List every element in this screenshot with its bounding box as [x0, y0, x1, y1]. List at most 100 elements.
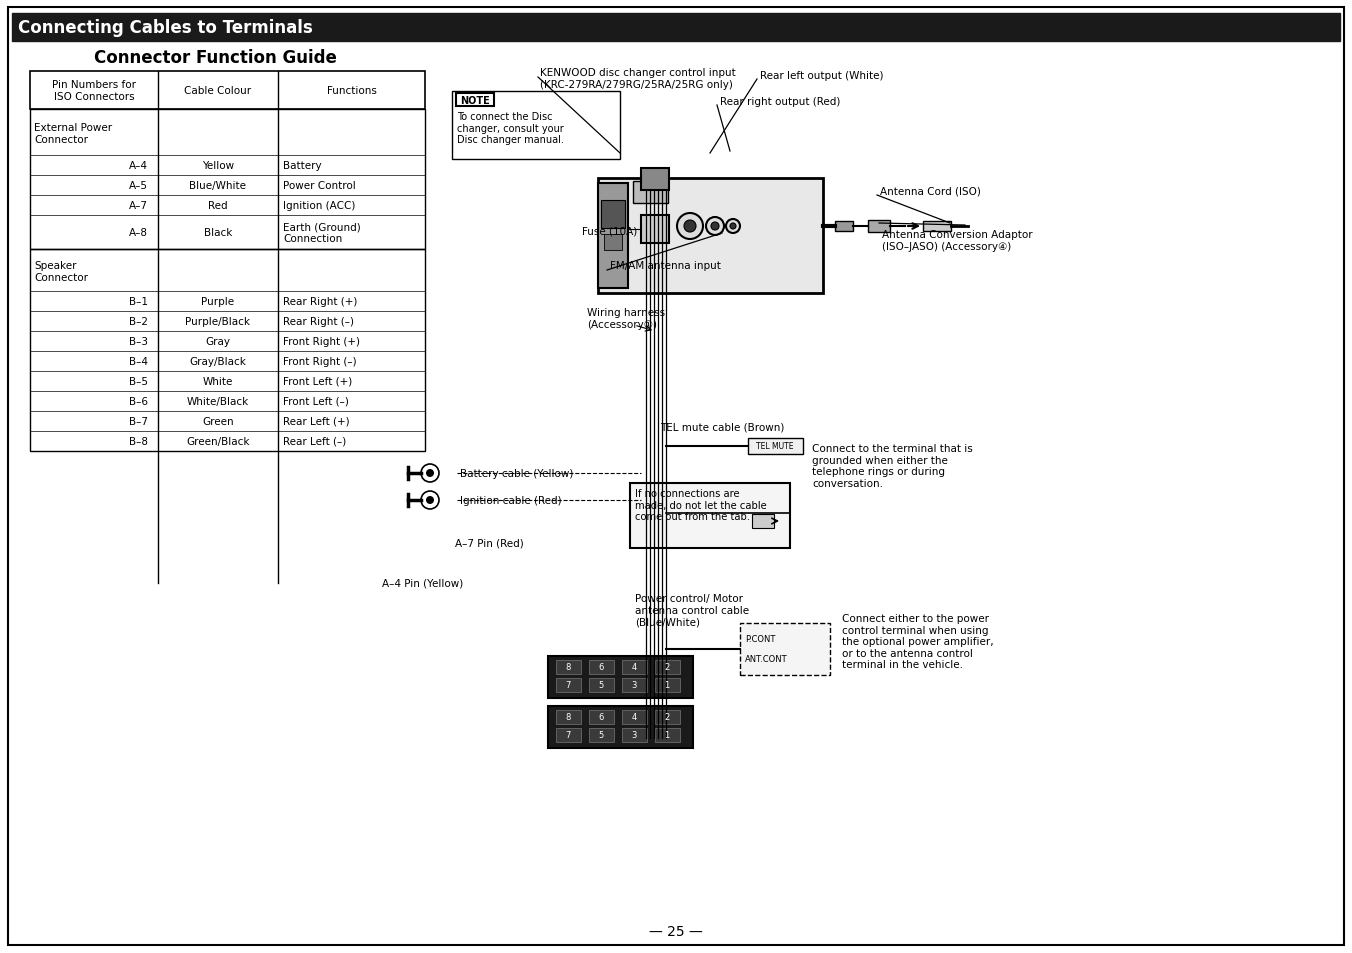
Text: Front Right (–): Front Right (–) — [283, 356, 357, 367]
Text: B–1: B–1 — [128, 296, 147, 307]
Bar — [30, 71, 425, 110]
Text: ANT.CONT: ANT.CONT — [745, 655, 788, 664]
Text: Red: Red — [208, 201, 228, 211]
Text: Antenna Conversion Adaptor
(ISO–JASO) (Accessory④): Antenna Conversion Adaptor (ISO–JASO) (A… — [882, 230, 1033, 252]
Text: FM/AM antenna input: FM/AM antenna input — [610, 261, 721, 271]
Text: Rear right output (Red): Rear right output (Red) — [721, 97, 841, 107]
Bar — [740, 623, 830, 676]
Circle shape — [420, 492, 439, 510]
Bar — [589, 679, 614, 692]
Text: 1: 1 — [664, 731, 669, 740]
Circle shape — [426, 497, 434, 504]
Text: A–7: A–7 — [128, 201, 147, 211]
Bar — [598, 179, 823, 294]
Text: A–4 Pin (Yellow): A–4 Pin (Yellow) — [383, 578, 464, 588]
Bar — [452, 91, 621, 160]
Text: Speaker
Connector: Speaker Connector — [34, 261, 88, 282]
Text: White: White — [203, 376, 233, 387]
Text: B–2: B–2 — [128, 316, 147, 327]
Bar — [748, 438, 803, 455]
Text: — 25 —: — 25 — — [649, 924, 703, 938]
Text: Connecting Cables to Terminals: Connecting Cables to Terminals — [18, 19, 312, 37]
Text: Power control/ Motor
antenna control cable
(Blue/White): Power control/ Motor antenna control cab… — [635, 594, 749, 626]
Text: Connector Function Guide: Connector Function Guide — [93, 49, 337, 67]
Bar — [604, 234, 622, 251]
Text: A–4: A–4 — [128, 161, 147, 171]
Text: Ignition cable (Red): Ignition cable (Red) — [460, 496, 561, 505]
Text: External Power
Connector: External Power Connector — [34, 123, 112, 145]
Bar — [654, 710, 680, 724]
Text: Cable Colour: Cable Colour — [184, 86, 251, 96]
Text: Rear Left (+): Rear Left (+) — [283, 416, 350, 427]
Bar — [548, 657, 694, 699]
Text: B–5: B–5 — [128, 376, 147, 387]
Text: Power Control: Power Control — [283, 181, 356, 191]
Bar — [556, 728, 581, 742]
Bar — [556, 710, 581, 724]
Text: Green/Black: Green/Black — [187, 436, 250, 447]
Text: Yellow: Yellow — [201, 161, 234, 171]
Text: Front Left (–): Front Left (–) — [283, 396, 349, 407]
Text: 7: 7 — [565, 680, 571, 690]
Text: 8: 8 — [565, 713, 571, 721]
Text: 7: 7 — [565, 731, 571, 740]
Text: Functions: Functions — [327, 86, 376, 96]
Bar — [598, 184, 627, 289]
Text: To connect the Disc
changer, consult your
Disc changer manual.: To connect the Disc changer, consult you… — [457, 112, 564, 145]
Bar — [548, 706, 694, 748]
Text: 2: 2 — [664, 713, 669, 721]
Text: Ignition (ACC): Ignition (ACC) — [283, 201, 356, 211]
Bar — [30, 110, 425, 250]
Bar — [589, 728, 614, 742]
Text: Rear Right (+): Rear Right (+) — [283, 296, 357, 307]
Bar — [641, 169, 669, 191]
Bar — [630, 483, 790, 548]
Bar — [923, 222, 950, 232]
Bar — [456, 94, 493, 107]
Bar — [12, 14, 1340, 42]
Text: B–8: B–8 — [128, 436, 147, 447]
Text: Purple: Purple — [201, 296, 234, 307]
Text: Blue/White: Blue/White — [189, 181, 246, 191]
Text: TEL MUTE: TEL MUTE — [756, 442, 794, 451]
Text: Connect either to the power
control terminal when using
the optional power ampli: Connect either to the power control term… — [842, 614, 994, 670]
Bar — [30, 250, 425, 452]
Circle shape — [684, 221, 696, 233]
Text: Battery: Battery — [283, 161, 322, 171]
Bar — [641, 215, 669, 244]
Text: 4: 4 — [631, 662, 637, 672]
Text: Rear Right (–): Rear Right (–) — [283, 316, 354, 327]
Bar — [752, 515, 773, 529]
Text: B–7: B–7 — [128, 416, 147, 427]
Text: 5: 5 — [599, 731, 603, 740]
Circle shape — [426, 470, 434, 477]
Text: 3: 3 — [631, 680, 637, 690]
Circle shape — [706, 218, 725, 235]
Bar — [654, 660, 680, 675]
Text: B–6: B–6 — [128, 396, 147, 407]
Circle shape — [711, 223, 719, 231]
Text: Battery cable (Yellow): Battery cable (Yellow) — [460, 469, 573, 478]
Text: 1: 1 — [664, 680, 669, 690]
Circle shape — [420, 464, 439, 482]
Text: 2: 2 — [664, 662, 669, 672]
Text: Fuse (10A): Fuse (10A) — [581, 227, 637, 236]
Bar — [868, 221, 890, 233]
Text: Earth (Ground)
Connection: Earth (Ground) Connection — [283, 222, 361, 244]
Text: B–4: B–4 — [128, 356, 147, 367]
Text: Gray/Black: Gray/Black — [189, 356, 246, 367]
Text: White/Black: White/Black — [187, 396, 249, 407]
Bar — [836, 222, 853, 232]
Text: Rear Left (–): Rear Left (–) — [283, 436, 346, 447]
Text: 6: 6 — [599, 713, 604, 721]
Bar — [622, 710, 648, 724]
Text: Purple/Black: Purple/Black — [185, 316, 250, 327]
Text: A–5: A–5 — [128, 181, 147, 191]
Circle shape — [677, 213, 703, 240]
Text: Black: Black — [204, 228, 233, 237]
Text: 5: 5 — [599, 680, 603, 690]
Bar — [602, 201, 625, 229]
Bar — [622, 660, 648, 675]
Text: Gray: Gray — [206, 336, 230, 347]
Text: 8: 8 — [565, 662, 571, 672]
